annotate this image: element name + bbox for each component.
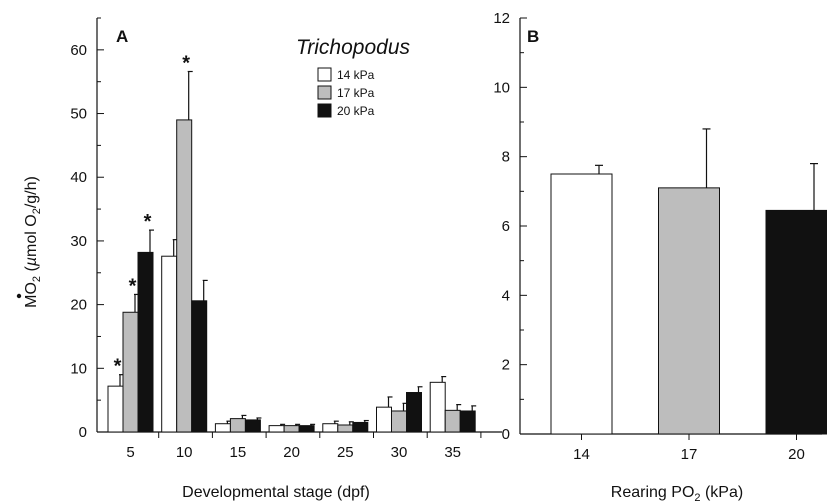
panel-a-x-tick-label: 15 xyxy=(230,444,247,461)
panel-a-y-tick-label: 10 xyxy=(70,360,87,377)
panel-b-label: B xyxy=(527,27,539,46)
panel-a-significance-star: * xyxy=(129,275,137,297)
panel-a-bar xyxy=(298,425,315,433)
panel-a-bar xyxy=(107,385,124,433)
legend-swatch xyxy=(317,103,332,118)
panel-a-bar xyxy=(376,406,392,433)
legend-label: 20 kPa xyxy=(337,104,375,118)
panel-a-bar xyxy=(191,300,208,433)
panel-a-species: Trichopodus xyxy=(296,36,411,59)
panel-a-bar xyxy=(444,409,461,433)
panel-a-x-tick-label: 25 xyxy=(337,444,354,461)
panel-a: 0 10 20 30 40 50 60 5 * * * 10 * 15 20 25 30 35 14 kPa 17 k… xyxy=(70,17,502,461)
panel-a-significance-star: * xyxy=(144,211,152,233)
panel-a-bar xyxy=(283,425,300,433)
panel-a-y-tick-label: 40 xyxy=(70,169,87,186)
legend-swatch xyxy=(317,85,332,100)
panel-a-xlabel: Developmental stage (dpf) xyxy=(182,484,370,501)
panel-b-xlabel: Rearing PO2 (kPa) xyxy=(611,484,743,503)
panel-a-y-tick-label: 20 xyxy=(70,297,87,314)
panel-a-significance-star: * xyxy=(114,356,122,378)
panel-a-bar xyxy=(229,418,246,433)
panel-a-x-tick-label: 20 xyxy=(283,444,300,461)
panel-b-y-tick-label: 6 xyxy=(502,218,510,235)
panel-a-bar xyxy=(391,410,407,433)
panel-a-label: A xyxy=(116,27,128,46)
legend-swatch xyxy=(317,67,332,82)
panel-b-y-tick-label: 12 xyxy=(493,10,510,27)
panel-b-y-tick-label: 2 xyxy=(502,357,510,374)
panel-a-y-tick-label: 0 xyxy=(79,424,87,441)
panel-a-bar xyxy=(352,421,369,433)
panel-b-y-tick-label: 4 xyxy=(502,287,510,304)
panel-a-y-tick-label: 30 xyxy=(70,233,87,250)
panel-a-ylabel: MO2 (µmol O2/g/h) xyxy=(16,176,43,308)
panel-a-y-tick-label: 60 xyxy=(70,42,87,59)
panel-a-bar xyxy=(214,423,231,433)
panel-b-x-tick-label: 20 xyxy=(788,446,805,463)
panel-a-bar xyxy=(137,251,154,433)
panel-a-y-tick-label: 50 xyxy=(70,106,87,123)
panel-a-x-tick-label: 30 xyxy=(391,444,408,461)
panel-a-bar xyxy=(122,311,139,433)
panel-b-x-tick-label: 14 xyxy=(573,446,590,463)
panel-b-y-tick-label: 0 xyxy=(502,426,510,443)
panel-a-x-tick-label: 35 xyxy=(444,444,461,461)
panel-a-bar xyxy=(322,423,339,433)
svg-text:MO2 (µmol O2/g/h): MO2 (µmol O2/g/h) xyxy=(23,176,43,308)
panel-b-y-tick-label: 10 xyxy=(493,79,510,96)
panel-b-bar xyxy=(765,209,827,435)
panel-b-x-tick-label: 17 xyxy=(681,446,698,463)
panel-a-bar xyxy=(176,119,193,433)
panel-a-bar xyxy=(337,424,354,433)
panel-a-bar xyxy=(459,410,476,433)
panel-b-bar xyxy=(550,173,613,435)
panel-a-significance-star: * xyxy=(182,53,190,75)
legend-label: 17 kPa xyxy=(337,86,375,100)
panel-b-y-tick-label: 8 xyxy=(502,149,510,166)
panel-a-bar xyxy=(244,419,261,433)
legend-label: 14 kPa xyxy=(337,68,375,82)
panel-a-bar xyxy=(429,381,446,433)
panel-a-x-tick-label: 10 xyxy=(176,444,193,461)
panel-a-x-tick-label: 5 xyxy=(126,444,134,461)
panel-b: 0 2 4 6 8 10 12 14 17 20 xyxy=(493,10,827,463)
panel-a-bar xyxy=(268,425,285,433)
panel-a-bar xyxy=(161,255,178,433)
panel-a-bar xyxy=(406,392,422,433)
panel-b-bar xyxy=(658,187,720,435)
